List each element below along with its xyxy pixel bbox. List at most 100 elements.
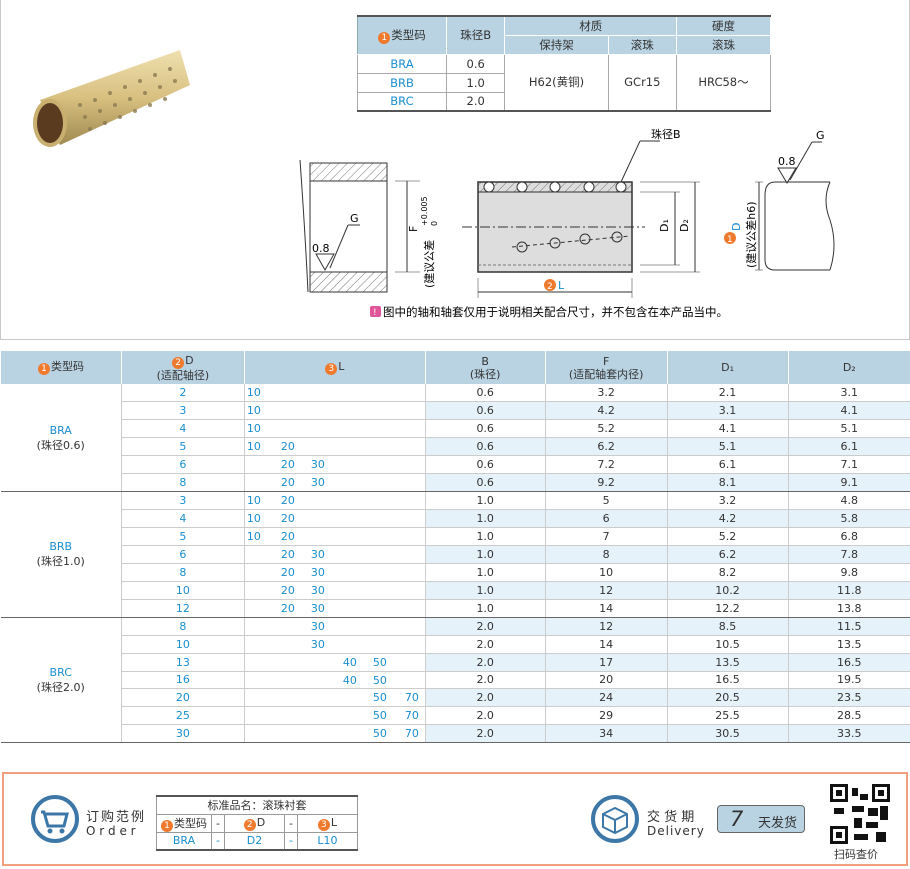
delivery-days: 7 bbox=[730, 807, 744, 831]
l-value: 20 bbox=[280, 530, 295, 543]
f-cell: 5.2 bbox=[544, 419, 668, 439]
header-f-label: F bbox=[602, 354, 610, 368]
table-row: 20 50 70 2.0 24 20.5 23.5 bbox=[1, 688, 910, 708]
l-value: 50 bbox=[372, 727, 387, 741]
b-cell: 2.0 bbox=[424, 635, 546, 654]
b-cell: 0.6 bbox=[424, 437, 546, 457]
diagram-note: 图中的轴和轴套仅用于说明相关配合尺寸，并不包含在本产品当中。 bbox=[383, 305, 728, 319]
number-badge-1: 1 bbox=[727, 235, 733, 245]
l-cell: 40 50 bbox=[243, 653, 426, 672]
d-cell: 13 bbox=[120, 653, 245, 672]
table-row: 12 20 30 1.0 14 12.2 13.8 bbox=[1, 599, 910, 618]
d2-cell: 6.8 bbox=[787, 527, 910, 546]
b-cell: 1.0 bbox=[424, 545, 546, 564]
number-badge-2: 2 bbox=[243, 818, 256, 831]
b-cell: 0.6 bbox=[424, 455, 546, 475]
d1-cell: 30.5 bbox=[666, 724, 789, 744]
order-h-d-label: D bbox=[256, 815, 266, 829]
table-row: 3 10 0.6 4.2 3.1 4.1 bbox=[1, 401, 910, 421]
f-cell: 6.2 bbox=[544, 437, 668, 457]
header-type: 1 类型码 bbox=[0, 351, 122, 384]
l-cell: 20 30 bbox=[243, 599, 426, 618]
table-row: 8 20 30 0.6 9.2 8.1 9.1 bbox=[1, 473, 910, 493]
l-value: 30 bbox=[310, 637, 325, 651]
d-cell: 2 bbox=[120, 384, 245, 403]
d-cell: 5 bbox=[120, 437, 245, 457]
l-cell: 10 20 bbox=[243, 437, 426, 457]
shaft-drawing bbox=[755, 141, 835, 271]
d-cell: 6 bbox=[120, 545, 245, 564]
b-cell: 0.6 bbox=[424, 384, 546, 403]
header-b-sub: (珠径) bbox=[469, 367, 501, 381]
delivery-days-label: 天发货 bbox=[758, 816, 798, 831]
type-cell: BRA bbox=[357, 53, 447, 74]
number-badge-3: 3 bbox=[317, 818, 330, 831]
l-cell: 50 70 bbox=[243, 706, 426, 726]
d1-cell: 4.1 bbox=[666, 419, 789, 439]
dash: - bbox=[211, 813, 225, 833]
d-cell: 8 bbox=[120, 617, 245, 636]
type-cell: BRB (珠径1.0) bbox=[0, 491, 122, 618]
d-cell: 8 bbox=[120, 473, 245, 493]
dash: - bbox=[211, 831, 225, 851]
d-cell: 3 bbox=[120, 401, 245, 421]
d2-label: D₂ bbox=[678, 219, 691, 232]
f-cell: 12 bbox=[544, 617, 668, 636]
cart-icon bbox=[31, 795, 79, 843]
header-d2: D₂ bbox=[787, 351, 910, 384]
l-label: L bbox=[558, 279, 565, 292]
l-cell: 20 30 bbox=[243, 455, 426, 475]
l-value: 10 bbox=[246, 512, 261, 526]
l-cell: 50 70 bbox=[243, 724, 426, 744]
order-h-type-label: 类型码 bbox=[174, 816, 207, 830]
order-h-l-label: L bbox=[330, 815, 338, 829]
material-spec-table: 1 类型码 珠径B 材质 硬度 保持架 滚珠 滚珠 BRA 0.6 H62(黄铜) GCr… bbox=[357, 15, 771, 112]
d2-cell: 11.8 bbox=[787, 581, 910, 600]
f-cell: 3.2 bbox=[544, 384, 668, 403]
f-cell: 29 bbox=[544, 706, 668, 726]
b-cell: 2.0 bbox=[424, 706, 546, 726]
header-type-label: 类型码 bbox=[391, 27, 426, 42]
type-cell: BRA (珠径0.6) bbox=[0, 384, 122, 493]
d-cell: 4 bbox=[120, 509, 245, 528]
d2-cell: 4.1 bbox=[787, 401, 910, 421]
b-cell: 1.0 bbox=[424, 491, 546, 511]
ball-material-cell: GCr15 bbox=[607, 53, 678, 112]
dimension-diagram: G 0.8 F (建议公差 +0.005 0 珠径B D₁ D₂ 2 L G 0… bbox=[299, 127, 835, 319]
header-type-label: 类型码 bbox=[50, 360, 84, 373]
d1-cell: 5.1 bbox=[666, 437, 789, 457]
l-value: 20 bbox=[280, 476, 295, 490]
table-row: 4 10 0.6 5.2 4.1 5.1 bbox=[1, 419, 910, 439]
type-bead-size: (珠径1.0) bbox=[36, 555, 85, 569]
header-hardness: 硬度 bbox=[676, 15, 771, 36]
order-h-type: 1 类型码 bbox=[156, 813, 212, 833]
l-value: 10 bbox=[246, 494, 261, 508]
qr-code-icon[interactable] bbox=[830, 784, 890, 844]
l-value: 20 bbox=[280, 547, 295, 561]
l-value: 10 bbox=[246, 422, 261, 436]
b-cell: 1.0 bbox=[424, 527, 546, 546]
note-icon: ! bbox=[373, 308, 377, 318]
number-badge-2: 2 bbox=[547, 282, 553, 292]
d2-cell: 28.5 bbox=[787, 706, 910, 726]
table-row: BRC (珠径2.0) 8 30 2.0 12 8.5 11.5 bbox=[0, 617, 910, 744]
d2-cell: 16.5 bbox=[787, 653, 910, 672]
bead-cell: 2.0 bbox=[445, 91, 506, 112]
d1-cell: 3.1 bbox=[666, 401, 789, 421]
header-f-sub: (适配轴套内径) bbox=[568, 367, 644, 381]
header-d-sub: (适配轴径) bbox=[156, 368, 210, 382]
l-value: 20 bbox=[280, 512, 295, 526]
table-row: 4 10 20 1.0 6 4.2 5.8 bbox=[1, 509, 910, 528]
d2-cell: 9.8 bbox=[787, 563, 910, 582]
number-badge-1: 1 bbox=[37, 363, 50, 375]
f-cell: 9.2 bbox=[544, 473, 668, 493]
b-cell: 1.0 bbox=[424, 509, 546, 528]
l-value: 30 bbox=[310, 458, 325, 472]
l-value: 70 bbox=[404, 727, 419, 741]
type-cell: BRB bbox=[357, 72, 447, 93]
d1-cell: 10.5 bbox=[666, 635, 789, 654]
hardness-cell: HRC58～ bbox=[676, 53, 771, 112]
l-cell: 10 20 bbox=[243, 491, 426, 511]
d1-cell: 12.2 bbox=[666, 599, 789, 618]
